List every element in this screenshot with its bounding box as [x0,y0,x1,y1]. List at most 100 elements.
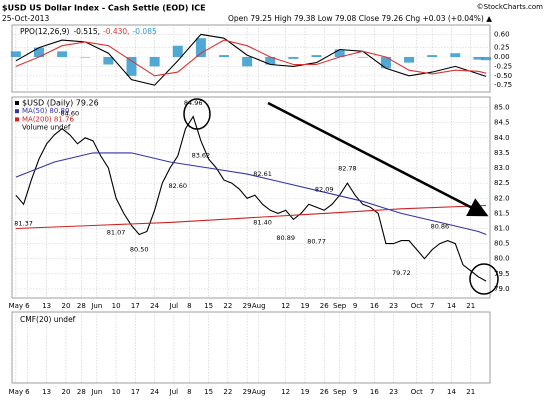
y-tick-label: -0.50 [494,72,512,80]
x-tick-label: 16 [370,302,379,310]
x-tick-label: Aug [252,388,266,396]
histogram-bar [149,56,160,67]
histogram-bar [427,55,438,57]
x-tick-label: Jul [169,302,179,310]
histogram-bar [357,56,368,58]
x-tick-label: 29 [243,388,252,396]
y-tick-label: 0.25 [494,44,510,52]
histogram-bar [126,56,137,76]
peak-circle [183,98,211,130]
x-tick-label: Jun [90,302,102,310]
x-tick-label: 22 [223,388,232,396]
histogram-bar [242,56,253,67]
histogram-bar [334,49,345,57]
x-tick-label: 14 [447,302,456,310]
x-tick-label: 26 [320,302,329,310]
x-tick-label: 23 [389,388,398,396]
x-tick-label: 9 [353,388,357,396]
price-annotation: 84.96 [184,99,203,107]
legend-swatch [15,109,19,114]
y-tick-label: -0.25 [494,62,512,70]
legend-label: PPO(12,26,9) [20,27,70,36]
x-tick-label: 14 [447,388,456,396]
price-annotation: 80.77 [307,237,326,245]
x-tick-label: 24 [150,388,159,396]
x-tick-label: 28 [77,302,86,310]
x-tick-label: 12 [281,302,290,310]
legend-entry: -0.085 [133,27,157,36]
price-annotation: 83.62 [192,151,211,159]
legend-label: CMF(20) undef [20,315,76,324]
y-tick-label: 85.0 [494,104,510,112]
x-tick-label: 23 [389,302,398,310]
price-annotation: 82.61 [253,170,272,178]
legend-entry: -0.515, [73,27,100,36]
x-tick-label: 19 [301,388,310,396]
histogram-bar [172,45,183,57]
x-tick-label: 8 [187,388,191,396]
price-annotation: 81.37 [14,219,33,227]
price-annotation: 81.07 [107,228,126,236]
histogram-bar [10,51,21,57]
credit: ©StockCharts.com [477,3,544,11]
series-line [15,39,487,77]
price-annotation: 84.60 [61,110,80,118]
x-tick-label: 29 [243,302,252,310]
x-tick-label: 8 [187,302,191,310]
y-tick-label: 81.5 [494,209,510,217]
histogram-bar [311,55,322,57]
cmf-panel [11,311,491,384]
x-tick-label: 7 [430,388,434,396]
x-tick-label: Aug [252,302,266,310]
y-tick-label: 83.5 [494,149,510,157]
histogram-bar [103,56,114,65]
y-tick-label: 82.0 [494,194,510,202]
series-line [15,33,487,86]
histogram-bar [80,56,91,58]
series-line [15,204,487,230]
x-tick-label: 19 [301,302,310,310]
y-tick-label: 80.0 [494,255,510,263]
price-annotation: 81.40 [253,218,272,226]
legend-entry: MA(50) 80.80 [22,107,69,115]
x-tick-label: 9 [353,302,357,310]
histogram-bar [219,55,230,57]
x-tick-label: 28 [77,388,86,396]
x-tick-label: 20 [62,302,71,310]
quote: Open 79.25 High 79.38 Low 79.08 Close 79… [228,14,492,23]
histogram-bar [404,56,415,63]
y-tick-label: 84.5 [494,119,510,127]
x-tick-label: 22 [223,302,232,310]
x-tick-label: 16 [370,388,379,396]
trend-arrow [267,101,489,217]
x-tick-label: 6 [25,302,30,310]
x-tick-label: 7 [430,302,434,310]
series-line [15,152,487,236]
y-tick-label: 82.5 [494,179,510,187]
histogram-bar [265,56,276,65]
x-tick-label: 21 [466,388,475,396]
series-line [15,115,487,282]
x-tick-label: Sep [333,388,347,396]
x-tick-label: 12 [281,388,290,396]
x-tick-label: 10 [112,388,121,396]
price-annotation: 82.09 [315,186,334,194]
legend-swatch [15,101,19,105]
x-tick-label: May [9,388,23,396]
x-tick-label: 24 [150,302,159,310]
histogram-bar [195,38,206,57]
x-tick-label: 13 [42,388,51,396]
histogram-bar [473,56,484,60]
plot-layer: MayMay66131320202828JunJun101017172424Ju… [9,25,512,396]
price-annotation: 80.50 [130,246,149,254]
x-tick-label: 15 [204,388,213,396]
legend-swatch [15,117,19,122]
x-tick-label: 15 [204,302,213,310]
y-tick-label: -0.75 [494,81,512,89]
y-tick-label: 0.60 [494,30,510,38]
x-tick-label: Sep [333,302,347,310]
legend-entry: $USD (Daily) 79.26 [22,99,99,108]
y-tick-label: 81.0 [494,224,510,232]
price-annotation: 82.78 [338,165,357,173]
y-tick-label: 79.0 [494,285,510,293]
